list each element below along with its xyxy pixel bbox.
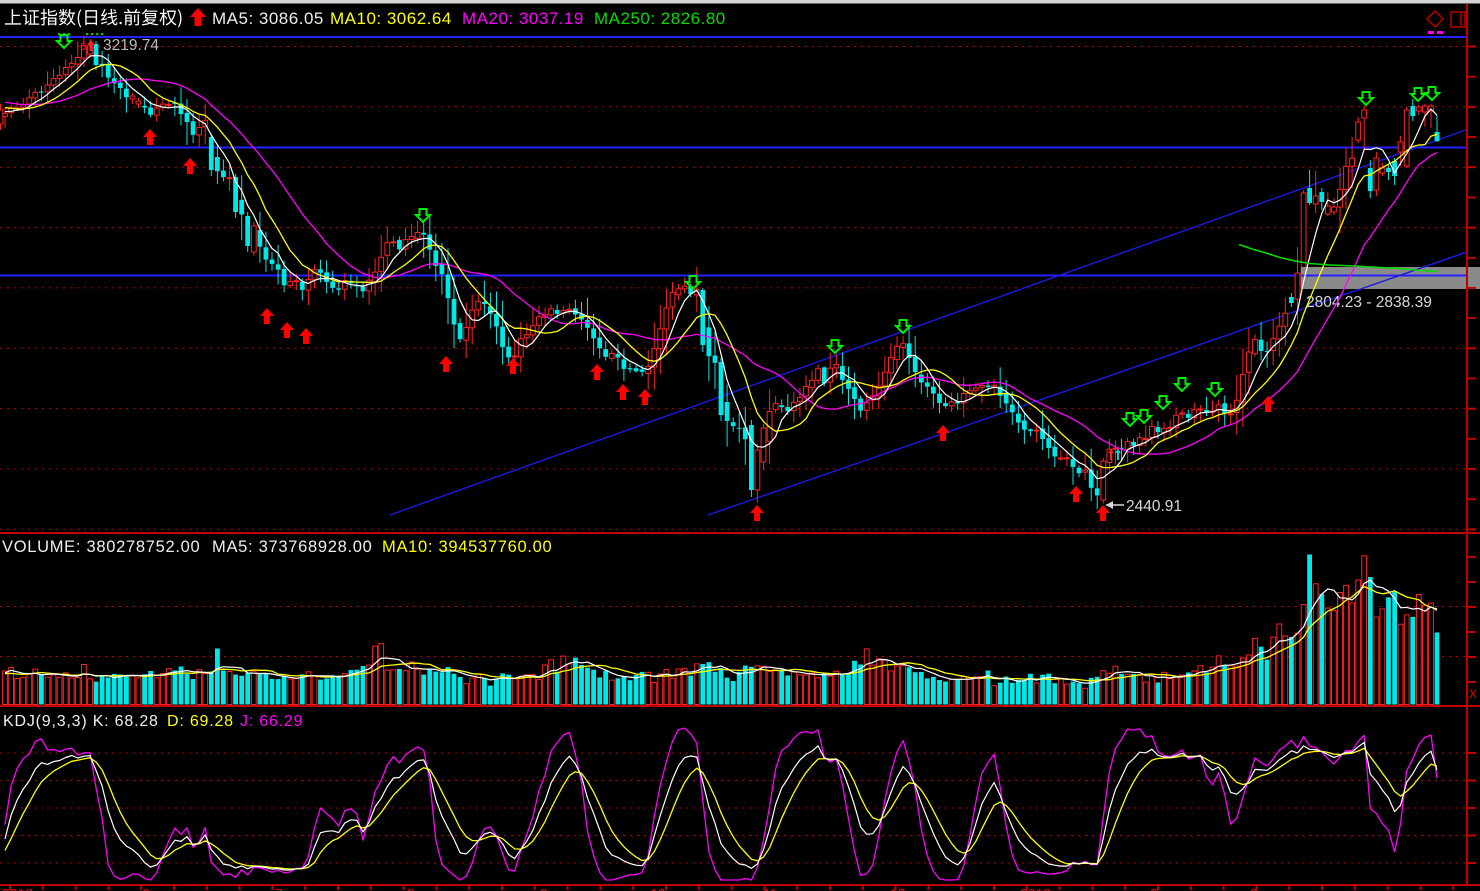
svg-text:12: 12	[890, 886, 906, 891]
svg-text:VOLUME: 380278752.00: VOLUME: 380278752.00	[2, 538, 200, 556]
svg-text:10: 10	[650, 886, 666, 891]
svg-text:MA10: 394537760.00: MA10: 394537760.00	[382, 538, 552, 556]
svg-text:7: 7	[275, 886, 283, 891]
svg-text:8: 8	[407, 886, 415, 891]
svg-text:2018: 2018	[2, 886, 33, 891]
svg-text:D: 69.28: D: 69.28	[167, 713, 234, 730]
svg-text:MA250: 2826.80: MA250: 2826.80	[594, 9, 726, 28]
svg-text:2: 2	[1150, 886, 1158, 891]
svg-text:6: 6	[142, 886, 150, 891]
svg-text:2440.91: 2440.91	[1126, 498, 1182, 515]
svg-text:MA10: 3062.64: MA10: 3062.64	[330, 9, 452, 28]
svg-text:11: 11	[763, 886, 778, 891]
svg-text:X: X	[1469, 687, 1477, 701]
svg-text:MA5: 3086.05: MA5: 3086.05	[212, 9, 324, 28]
svg-text:2804.23 - 2838.39: 2804.23 - 2838.39	[1306, 294, 1432, 311]
svg-text:3219.74: 3219.74	[103, 37, 159, 54]
svg-text:KDJ(9,3,3) K: 68.28: KDJ(9,3,3) K: 68.28	[3, 713, 159, 730]
svg-text:2019: 2019	[1020, 886, 1051, 891]
svg-text:J: 66.29: J: 66.29	[240, 713, 303, 730]
svg-text:MA20: 3037.19: MA20: 3037.19	[462, 9, 584, 28]
svg-text:6: 6	[80, 41, 86, 53]
svg-text:3: 3	[1250, 886, 1258, 891]
svg-text:MA5: 373768928.00: MA5: 373768928.00	[212, 538, 373, 556]
svg-text:9: 9	[540, 886, 548, 891]
